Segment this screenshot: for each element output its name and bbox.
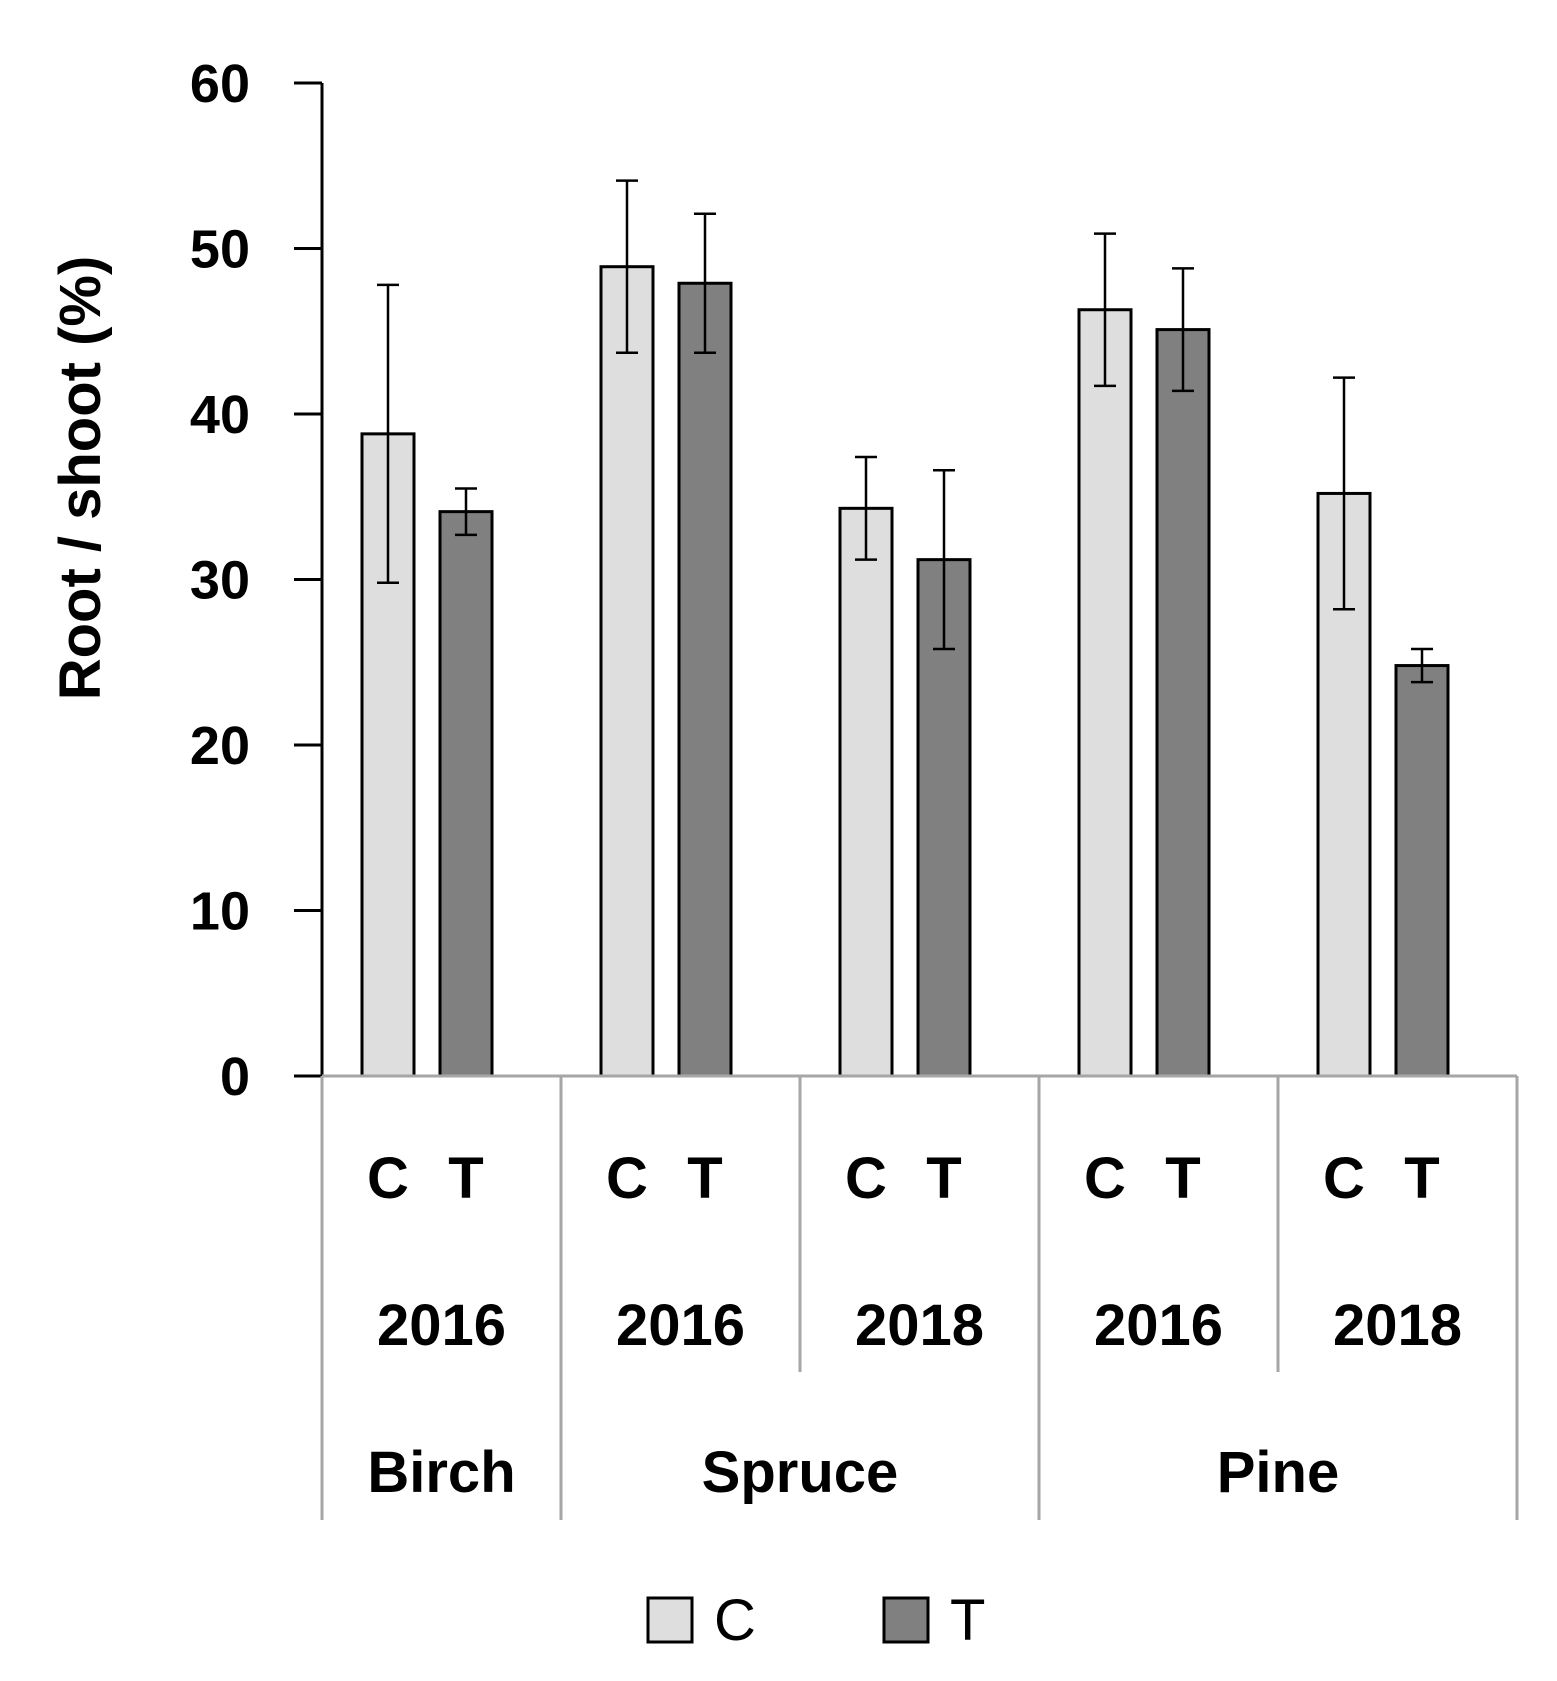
year-label: 2018 — [855, 1293, 984, 1358]
legend-swatch-c — [646, 1596, 694, 1644]
category-label-c: C — [606, 1146, 648, 1211]
year-label: 2016 — [1094, 1293, 1223, 1358]
category-label-c: C — [1084, 1146, 1126, 1211]
year-label: 2018 — [1333, 1293, 1462, 1358]
y-tick-label: 40 — [190, 385, 250, 445]
category-label-t: T — [448, 1146, 483, 1211]
species-label: Birch — [367, 1440, 515, 1505]
bar-t — [438, 510, 494, 1078]
legend-swatch-t — [882, 1596, 930, 1644]
category-label-c: C — [845, 1146, 887, 1211]
category-label-t: T — [926, 1146, 961, 1211]
bar-t — [1394, 664, 1450, 1078]
category-label-c: C — [367, 1146, 409, 1211]
bars — [360, 179, 1450, 1078]
legend-label-c: C — [714, 1588, 756, 1653]
bar-c — [838, 506, 894, 1078]
year-label: 2016 — [377, 1293, 506, 1358]
bar-t — [677, 281, 733, 1078]
year-label: 2016 — [616, 1293, 745, 1358]
species-label: Pine — [1217, 1440, 1340, 1505]
bar-c — [1077, 308, 1133, 1078]
y-tick-label: 0 — [220, 1047, 250, 1107]
y-axis: 0 10 20 30 40 50 60 — [190, 54, 324, 1107]
y-tick-label: 20 — [190, 716, 250, 776]
category-label-c: C — [1323, 1146, 1365, 1211]
bar-c — [599, 265, 655, 1078]
y-tick-label: 60 — [190, 54, 250, 114]
category-label-t: T — [687, 1146, 722, 1211]
y-tick-label: 50 — [190, 220, 250, 280]
category-label-t: T — [1404, 1146, 1439, 1211]
species-label: Spruce — [702, 1440, 899, 1505]
y-tick-label: 30 — [190, 551, 250, 611]
bar-t — [1155, 328, 1211, 1078]
y-tick-label: 10 — [190, 882, 250, 942]
legend-label-t: T — [950, 1588, 985, 1653]
category-label-t: T — [1165, 1146, 1200, 1211]
y-axis-label: Root / shoot (%) — [48, 256, 113, 701]
